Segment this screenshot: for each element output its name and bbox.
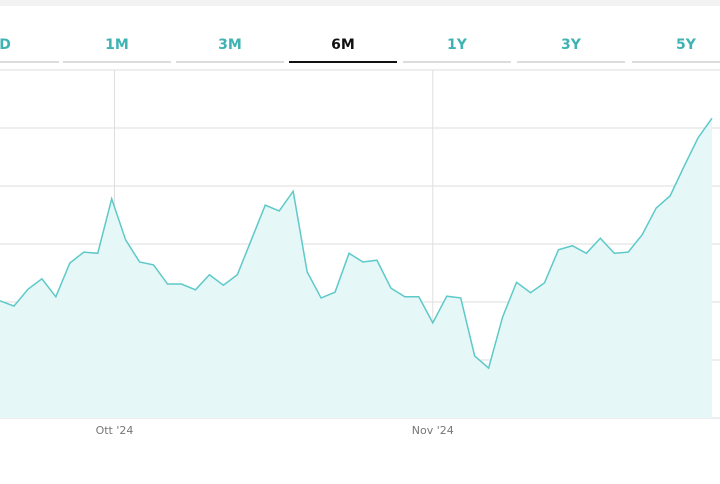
tab-label: 6M bbox=[331, 37, 355, 53]
tab[interactable]: 5Y bbox=[632, 37, 720, 63]
tab[interactable]: 1M bbox=[63, 37, 171, 63]
tab-label: 1Y bbox=[447, 37, 468, 53]
tab[interactable]: 6M bbox=[289, 37, 397, 63]
x-tick-label: Nov '24 bbox=[412, 424, 454, 437]
tab-label: 3Y bbox=[561, 37, 582, 53]
line bbox=[0, 117, 713, 370]
x-tick-label: Ott '24 bbox=[96, 424, 134, 437]
tab-label: 5Y bbox=[676, 37, 697, 53]
tab-label: 3M bbox=[218, 37, 242, 53]
plot bbox=[0, 117, 713, 418]
tab[interactable]: 1Y bbox=[403, 37, 511, 63]
tab[interactable]: 3M bbox=[176, 37, 284, 63]
tab[interactable]: 3Y bbox=[517, 37, 625, 63]
tab-label: 1M bbox=[105, 37, 129, 53]
tab-bar: D 1M 3M 6M 1Y 3Y 5Y bbox=[0, 37, 720, 63]
tab[interactable]: D bbox=[0, 37, 59, 63]
area-fill bbox=[0, 118, 712, 418]
tab-label: D bbox=[0, 37, 11, 53]
top-bar bbox=[0, 0, 720, 6]
